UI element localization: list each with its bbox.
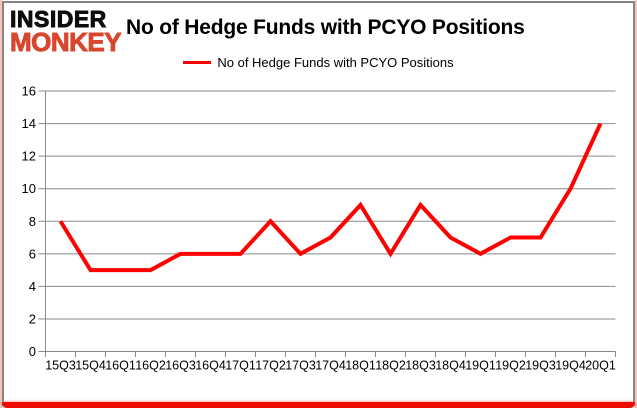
y-tick-label: 14 bbox=[22, 116, 36, 131]
y-tick-label: 12 bbox=[22, 149, 36, 164]
x-tick-label: 19Q2 bbox=[495, 359, 526, 373]
x-tick-label: 17Q2 bbox=[255, 359, 286, 373]
x-tick-label: 18Q4 bbox=[435, 359, 466, 373]
x-tick-label: 17Q1 bbox=[225, 359, 256, 373]
x-axis-ticks bbox=[45, 351, 616, 357]
x-tick-label: 16Q3 bbox=[165, 359, 196, 373]
y-tick-label: 6 bbox=[29, 246, 36, 261]
chart-title: No of Hedge Funds with PCYO Positions bbox=[126, 16, 525, 39]
y-tick-label: 2 bbox=[29, 311, 36, 326]
y-tick-label: 10 bbox=[22, 181, 36, 196]
legend-label: No of Hedge Funds with PCYO Positions bbox=[217, 55, 454, 70]
y-axis-labels: 0 2 4 6 8 10 12 14 16 bbox=[22, 84, 36, 360]
legend: No of Hedge Funds with PCYO Positions bbox=[0, 55, 637, 70]
legend-line-swatch bbox=[183, 61, 212, 64]
x-tick-label: 16Q4 bbox=[195, 359, 226, 373]
x-axis-labels: 15Q3 15Q4 16Q1 16Q2 16Q3 16Q4 17Q1 17Q2 17Q3 17Q4… bbox=[45, 359, 616, 373]
insider-monkey-logo: INSIDER MONKEY bbox=[10, 6, 123, 57]
x-tick-label: 20Q1 bbox=[585, 359, 616, 373]
x-tick-label: 16Q1 bbox=[105, 359, 136, 373]
logo-text-monkey: MONKEY bbox=[10, 27, 123, 57]
x-tick-label: 18Q2 bbox=[375, 359, 406, 373]
left-edge-accent bbox=[0, 0, 2, 408]
x-tick-label: 19Q4 bbox=[555, 359, 586, 373]
y-tick-label: 16 bbox=[22, 84, 36, 99]
x-tick-label: 19Q3 bbox=[525, 359, 556, 373]
series-line bbox=[58, 122, 603, 273]
right-edge-accent bbox=[635, 0, 637, 408]
x-tick-label: 15Q4 bbox=[75, 359, 106, 373]
y-tick-label: 8 bbox=[29, 214, 36, 229]
gridlines bbox=[45, 90, 616, 352]
x-tick-label: 16Q2 bbox=[135, 359, 166, 373]
x-tick-label: 18Q1 bbox=[345, 359, 376, 373]
bottom-accent-bar bbox=[2, 402, 635, 408]
x-tick-label: 19Q1 bbox=[465, 359, 496, 373]
logo-text-insider: INSIDER bbox=[10, 6, 107, 32]
x-tick-label: 18Q3 bbox=[405, 359, 436, 373]
x-tick-label: 17Q3 bbox=[285, 359, 316, 373]
y-axis-ticks bbox=[38, 90, 46, 352]
x-tick-label: 17Q4 bbox=[315, 359, 346, 373]
x-tick-label: 15Q3 bbox=[45, 359, 76, 373]
y-tick-label: 0 bbox=[29, 344, 36, 359]
y-tick-label: 4 bbox=[29, 279, 36, 294]
